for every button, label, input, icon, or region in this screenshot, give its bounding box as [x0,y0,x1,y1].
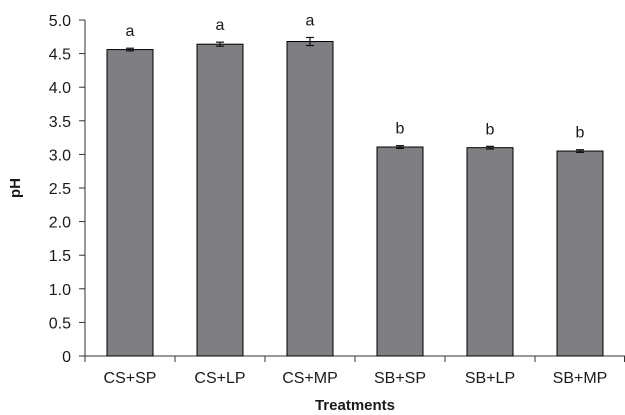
y-tick-label: 4.5 [49,47,71,64]
y-tick-label: 0.5 [49,315,71,332]
error-bar [396,145,404,149]
x-tick-label: SB+MP [553,370,608,387]
y-tick-label: 2.5 [49,181,71,198]
y-tick-label: 3.0 [49,147,71,164]
x-tick-label: SB+SP [374,370,426,387]
y-tick-label: 1.0 [49,282,71,299]
bar [466,147,514,357]
y-axis-title: pH [7,178,24,198]
bar [286,41,334,357]
y-tick-label: 1.5 [49,248,71,265]
y-axis: 0 0.5 1.0 1.5 2.0 2.5 3.0 3.5 4.0 4.5 5.0 [49,13,86,366]
x-tick-label: CS+SP [104,370,157,387]
y-tick-label: 4.0 [49,80,71,97]
error-bar [216,41,224,47]
bar [196,43,244,357]
significance-letter: b [396,121,405,138]
error-bar [126,47,134,52]
error-bar [576,149,584,153]
bars: a a a b b b [106,12,604,357]
x-axis: CS+SP CS+LP CS+MP SB+SP SB+LP SB+MP [84,355,625,387]
significance-letter: a [216,17,225,34]
y-tick-label: 2.0 [49,215,71,232]
y-tick-label: 5.0 [49,13,71,30]
significance-letter: a [126,23,135,40]
error-bar [306,36,314,47]
x-axis-title: Treatments [315,397,395,414]
x-tick-label: CS+LP [194,370,245,387]
significance-letter: b [486,121,495,138]
y-tick-label: 0 [62,349,71,366]
error-bar [486,145,494,150]
x-tick-label: SB+LP [465,370,515,387]
significance-letter: b [576,125,585,142]
significance-letter: a [306,12,315,29]
y-tick-label: 3.5 [49,114,71,131]
bar [376,146,424,357]
bar [106,49,154,357]
x-tick-label: CS+MP [282,370,338,387]
bar [556,150,604,357]
